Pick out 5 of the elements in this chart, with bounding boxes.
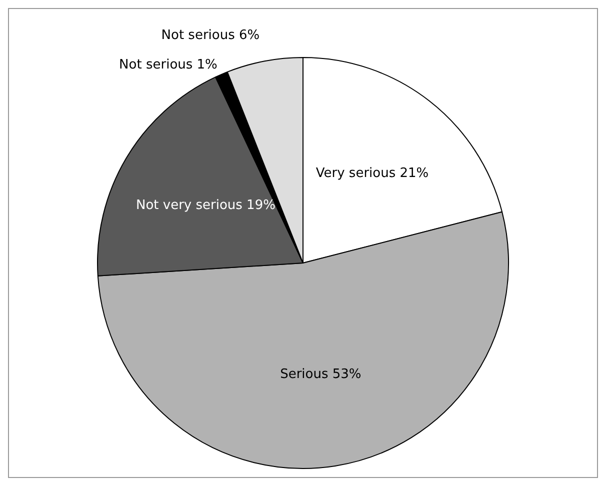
slice-label: Serious 53% <box>280 367 362 382</box>
slice-label: Not very serious 19% <box>136 198 276 213</box>
slice-label: Very serious 21% <box>316 166 429 182</box>
slice-label: Not serious 1% <box>119 58 218 73</box>
slice-label: Not serious 6% <box>161 28 260 43</box>
